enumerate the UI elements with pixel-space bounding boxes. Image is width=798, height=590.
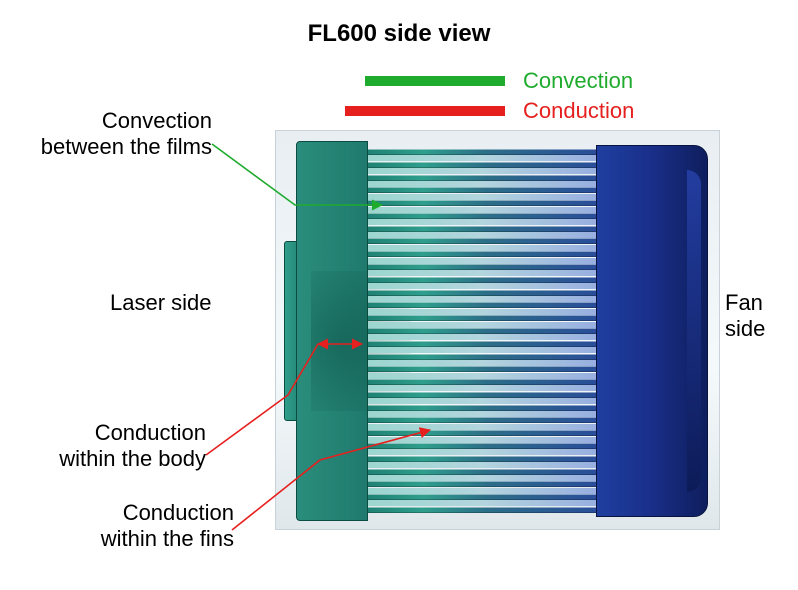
legend-row-convection: Convection (345, 68, 634, 94)
fin-gap (368, 488, 598, 494)
fin-gap (368, 270, 598, 276)
label-fan-side: Fan side (725, 290, 798, 342)
fin (368, 264, 598, 270)
fin (368, 200, 598, 206)
fin (368, 213, 598, 219)
fin-gap (368, 245, 598, 251)
fin-gap (368, 437, 598, 443)
fin (368, 494, 598, 500)
fin (368, 302, 598, 308)
label-line: within the fins (101, 526, 234, 551)
fin (368, 405, 598, 411)
fin-gap (368, 449, 598, 455)
fin (368, 430, 598, 436)
fin-gap (368, 424, 598, 430)
fin-gap (368, 500, 598, 506)
fin (368, 366, 598, 372)
fin-gap (368, 219, 598, 225)
fin-gap (368, 296, 598, 302)
fin-gap (368, 475, 598, 481)
diagram-frame (275, 130, 720, 530)
label-line: between the films (41, 134, 212, 159)
legend-swatch-convection (365, 76, 505, 86)
fin (368, 149, 598, 155)
label-conduction-fins: Conduction within the fins (84, 500, 234, 552)
label-laser-side: Laser side (110, 290, 212, 316)
fin-gap (368, 373, 598, 379)
fin-gap (368, 207, 598, 213)
legend-row-conduction: Conduction (345, 98, 634, 124)
legend-label-conduction: Conduction (523, 98, 634, 124)
label-conduction-body: Conduction within the body (38, 420, 206, 472)
legend: Convection Conduction (345, 68, 634, 128)
fin (368, 341, 598, 347)
label-line: Convection (102, 108, 212, 133)
fin (368, 277, 598, 283)
label-line: Conduction (95, 420, 206, 445)
fin-gap (368, 334, 598, 340)
fin-gap (368, 168, 598, 174)
fin (368, 328, 598, 334)
fin (368, 290, 598, 296)
fin-gap (368, 385, 598, 391)
legend-swatch-conduction (345, 106, 505, 116)
fin (368, 443, 598, 449)
fin (368, 481, 598, 487)
fin-gap (368, 181, 598, 187)
label-convection-between-films: Convection between the films (28, 108, 212, 160)
fin-gap (368, 322, 598, 328)
fin (368, 251, 598, 257)
fin-gap (368, 232, 598, 238)
legend-label-convection: Convection (523, 68, 633, 94)
fin (368, 392, 598, 398)
fin-gap (368, 462, 598, 468)
fin (368, 379, 598, 385)
fin-gap (368, 360, 598, 366)
heatsink-fins (368, 149, 598, 513)
fin (368, 238, 598, 244)
label-line: within the body (59, 446, 206, 471)
fin (368, 226, 598, 232)
fan-housing (596, 145, 708, 517)
fin (368, 187, 598, 193)
fin (368, 469, 598, 475)
fin-gap (368, 194, 598, 200)
fin (368, 315, 598, 321)
fin (368, 417, 598, 423)
fin (368, 354, 598, 360)
fin (368, 507, 598, 513)
fin (368, 175, 598, 181)
heatsink-body (296, 141, 368, 521)
label-line: Conduction (123, 500, 234, 525)
fin-gap (368, 258, 598, 264)
fin-gap (368, 411, 598, 417)
fin (368, 456, 598, 462)
fin-gap (368, 155, 598, 161)
fin-gap (368, 283, 598, 289)
fin-gap (368, 309, 598, 315)
fin (368, 162, 598, 168)
fin-gap (368, 347, 598, 353)
diagram-title: FL600 side view (308, 20, 491, 48)
fin-gap (368, 398, 598, 404)
